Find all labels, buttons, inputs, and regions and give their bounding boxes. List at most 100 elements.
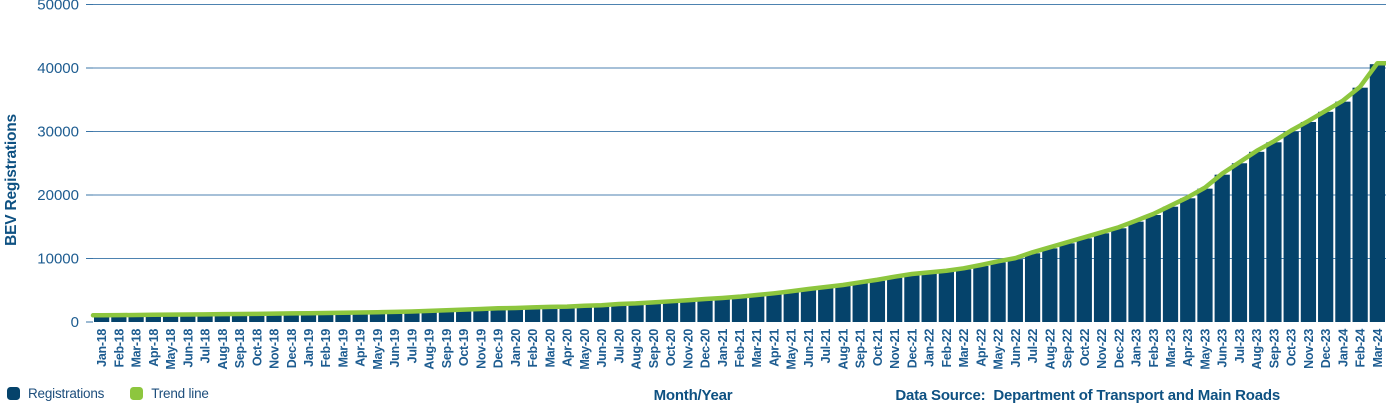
bar-Jan-18 <box>94 316 110 322</box>
bar-Oct-20 <box>662 302 679 322</box>
x-tick-label: Jan-22 <box>923 329 937 367</box>
bar-Jun-23 <box>1214 174 1230 322</box>
legend-item-trend-line: Trend line <box>130 386 209 401</box>
bar-Feb-18 <box>111 316 127 322</box>
bar-Apr-21 <box>766 294 782 322</box>
bar-Dec-20 <box>697 299 713 322</box>
x-tick-label: Oct-20 <box>664 329 678 366</box>
x-tick-label: Aug-22 <box>1043 329 1057 370</box>
x-tick-label: Jun-18 <box>181 329 195 368</box>
x-tick-label: Oct-22 <box>1078 329 1092 366</box>
x-tick-label: Sep-19 <box>440 329 454 369</box>
x-tick-label: Jan-21 <box>716 329 730 367</box>
x-tick-label: Sep-22 <box>1061 329 1075 369</box>
bar-Dec-18 <box>283 314 299 322</box>
bar-Nov-20 <box>680 301 696 322</box>
bar-Jun-21 <box>800 290 817 322</box>
bar-Aug-19 <box>421 311 437 322</box>
x-tick-label: Apr-23 <box>1181 329 1195 367</box>
x-tick-label: May-23 <box>1198 329 1212 370</box>
bar-Jul-20 <box>611 304 627 322</box>
bar-Nov-23 <box>1300 121 1317 322</box>
legend-label-trend-line: Trend line <box>151 386 209 401</box>
x-tick-label: Jan-19 <box>302 329 316 367</box>
y-tick-label: 50000 <box>37 0 79 14</box>
x-tick-label: Oct-21 <box>871 329 885 366</box>
x-tick-label: Mar-19 <box>336 329 350 368</box>
bar-Dec-21 <box>904 275 920 322</box>
bar-Jul-21 <box>818 287 834 322</box>
bar-Jan-20 <box>507 308 523 322</box>
bar-Oct-23 <box>1283 131 1299 322</box>
x-tick-label: Jul-18 <box>199 329 213 364</box>
legend-item-registrations: Registrations <box>7 386 104 401</box>
x-tick-label: Aug-19 <box>423 329 437 370</box>
x-tick-label: Dec-21 <box>905 329 919 369</box>
x-tick-label: May-21 <box>785 329 799 370</box>
x-tick-label: Jun-20 <box>595 329 609 368</box>
bar-Jan-19 <box>300 314 317 322</box>
x-tick-label: Apr-21 <box>767 329 781 367</box>
bar-Nov-22 <box>1093 233 1110 322</box>
bar-Jun-22 <box>1007 259 1023 322</box>
registrations-swatch-icon <box>7 387 20 400</box>
x-tick-label: Dec-23 <box>1319 329 1333 369</box>
bar-Nov-19 <box>473 309 489 322</box>
x-tick-label: Apr-18 <box>147 329 161 367</box>
x-tick-label: Apr-20 <box>561 329 575 367</box>
bar-May-22 <box>990 262 1006 322</box>
x-tick-label: Aug-20 <box>630 329 644 370</box>
bar-Mar-20 <box>542 307 558 322</box>
x-tick-label: Jul-20 <box>612 329 626 364</box>
x-tick-label: Sep-21 <box>854 329 868 369</box>
x-axis-title: Month/Year <box>653 387 733 404</box>
x-tick-label: Dec-19 <box>492 329 506 369</box>
x-tick-label: Mar-22 <box>957 329 971 368</box>
bar-Jan-24 <box>1335 101 1351 322</box>
data-source-note: Data Source: Department of Transport and… <box>895 387 1280 404</box>
x-tick-label: Nov-18 <box>268 329 282 369</box>
bar-Sep-18 <box>231 315 248 322</box>
x-tick-label: Jul-23 <box>1233 329 1247 364</box>
bar-Apr-19 <box>352 313 368 322</box>
x-tick-label: Mar-20 <box>543 329 557 368</box>
bar-Aug-20 <box>628 304 644 322</box>
y-tick-label: 0 <box>71 314 79 331</box>
bar-Feb-20 <box>525 308 541 322</box>
x-tick-label: Mar-23 <box>1164 329 1178 368</box>
bar-Oct-18 <box>249 314 265 322</box>
bar-Apr-20 <box>559 307 575 322</box>
x-tick-label: Nov-22 <box>1095 329 1109 369</box>
bar-Mar-19 <box>335 313 351 322</box>
x-tick-label: Jan-24 <box>1336 329 1350 367</box>
bar-Jul-18 <box>197 315 213 322</box>
x-tick-label: Nov-19 <box>474 329 488 369</box>
bar-Aug-23 <box>1249 151 1265 322</box>
bar-Feb-23 <box>1145 215 1161 322</box>
bar-May-20 <box>576 306 592 322</box>
x-tick-label: Mar-18 <box>130 329 144 368</box>
bar-Jul-22 <box>1024 253 1041 322</box>
bar-May-23 <box>1197 188 1213 322</box>
bar-Dec-23 <box>1318 111 1334 322</box>
bar-Jan-23 <box>1128 221 1144 322</box>
bar-Aug-18 <box>214 315 230 322</box>
bar-Aug-22 <box>1042 248 1058 322</box>
bar-Dec-22 <box>1111 228 1127 322</box>
x-tick-label: Mar-21 <box>750 329 764 368</box>
x-tick-label: Jun-22 <box>1009 329 1023 368</box>
x-tick-label: Feb-22 <box>940 329 954 368</box>
y-axis-title: BEV Registrations <box>3 114 20 246</box>
x-tick-label: May-18 <box>164 329 178 370</box>
bar-Nov-21 <box>887 277 903 322</box>
bar-Sep-21 <box>852 283 868 322</box>
x-tick-label: Aug-21 <box>836 329 850 370</box>
x-tick-label: Jul-21 <box>819 329 833 364</box>
x-tick-label: Jun-19 <box>388 329 402 368</box>
x-tick-label: Oct-18 <box>250 329 264 366</box>
bar-May-18 <box>162 315 179 322</box>
x-tick-label: Dec-20 <box>699 329 713 369</box>
bar-Feb-22 <box>938 271 954 322</box>
bar-Mar-22 <box>956 269 972 322</box>
bar-Oct-19 <box>456 310 472 322</box>
